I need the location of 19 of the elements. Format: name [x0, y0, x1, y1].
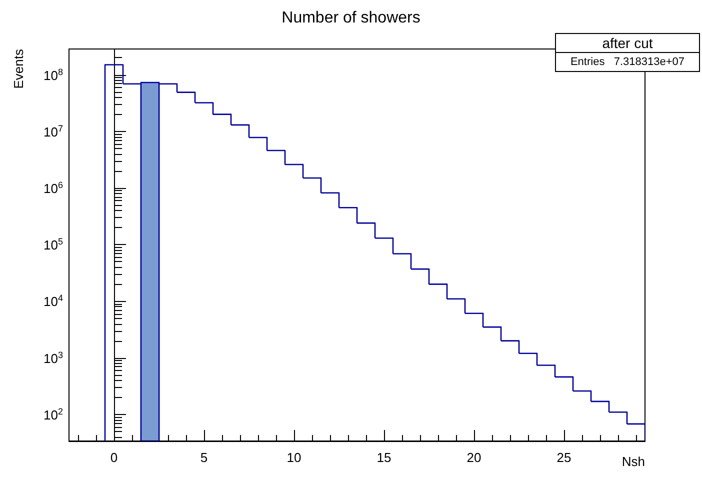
y-tick-label: 10$^{7}$ [44, 123, 63, 140]
x-tick-label: 5 [200, 450, 208, 465]
y-tick-label: 10$^{3}$ [44, 350, 63, 366]
stats-box: after cut Entries 7.318313e+07 [555, 33, 700, 72]
x-axis-title: Nsh [622, 454, 646, 469]
y-tick-label: 10$^{5}$ [44, 236, 63, 253]
y-tick-label: 10$^{8}$ [44, 66, 63, 83]
y-tick-label: 10$^{4}$ [44, 293, 63, 310]
annotation: after cut [556, 34, 699, 53]
x-tick-label: 20 [466, 450, 482, 465]
y-tick-label: 10$^{2}$ [44, 406, 63, 422]
x-tick-label: 10 [286, 450, 302, 465]
chart-title: Number of showers [282, 10, 420, 26]
annotation: Entries 7.318313e+07 [569, 55, 686, 70]
x-tick-label: 15 [376, 450, 392, 465]
x-tick-label: 25 [556, 450, 572, 465]
y-tick-label: 10$^{6}$ [44, 180, 63, 196]
y-axis-title: Events [11, 48, 26, 89]
x-tick-label: 0 [110, 450, 118, 465]
